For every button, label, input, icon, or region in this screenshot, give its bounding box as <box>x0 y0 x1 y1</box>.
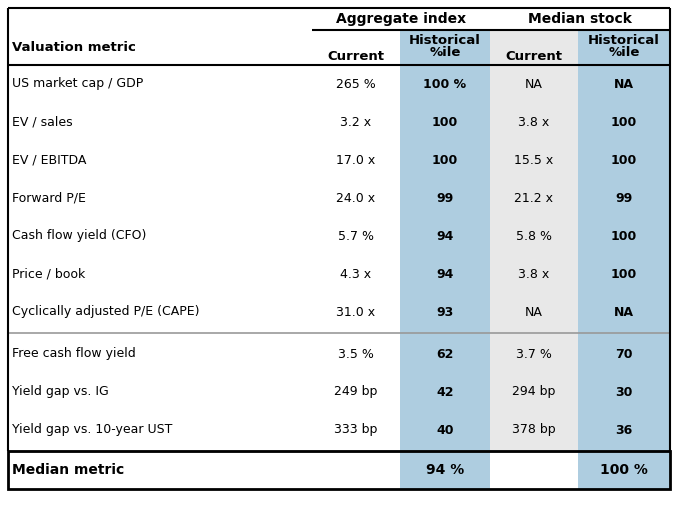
Text: Current: Current <box>327 50 384 64</box>
Text: 3.2 x: 3.2 x <box>340 116 372 128</box>
Text: Valuation metric: Valuation metric <box>12 41 136 54</box>
Text: US market cap / GDP: US market cap / GDP <box>12 78 143 90</box>
Text: Forward P/E: Forward P/E <box>12 192 86 205</box>
Text: 99: 99 <box>616 192 633 205</box>
Text: 62: 62 <box>437 347 454 360</box>
Text: 5.7 %: 5.7 % <box>338 229 374 243</box>
Text: 100: 100 <box>611 154 637 167</box>
Text: Aggregate index: Aggregate index <box>336 12 466 26</box>
Text: 30: 30 <box>616 386 633 398</box>
Text: 94: 94 <box>437 229 454 243</box>
Text: Median metric: Median metric <box>12 463 124 477</box>
Text: NA: NA <box>614 305 634 319</box>
Text: 3.8 x: 3.8 x <box>519 116 550 128</box>
Bar <box>400 451 490 489</box>
Text: 100: 100 <box>611 267 637 281</box>
Text: 100: 100 <box>432 116 458 128</box>
Text: 24.0 x: 24.0 x <box>336 192 376 205</box>
Text: 100: 100 <box>432 154 458 167</box>
Text: 15.5 x: 15.5 x <box>515 154 554 167</box>
Text: 3.7 %: 3.7 % <box>516 347 552 360</box>
Text: 100: 100 <box>611 116 637 128</box>
Text: Price / book: Price / book <box>12 267 85 281</box>
Text: NA: NA <box>614 78 634 90</box>
Text: EV / sales: EV / sales <box>12 116 73 128</box>
Text: 100 %: 100 % <box>600 463 648 477</box>
Text: 99: 99 <box>437 192 454 205</box>
Text: 294 bp: 294 bp <box>513 386 556 398</box>
Text: 333 bp: 333 bp <box>334 424 378 436</box>
Text: Current: Current <box>506 50 563 64</box>
Text: Free cash flow yield: Free cash flow yield <box>12 347 136 360</box>
Text: 265 %: 265 % <box>336 78 376 90</box>
Text: Historical: Historical <box>409 33 481 46</box>
Text: 100 %: 100 % <box>424 78 466 90</box>
Text: 3.5 %: 3.5 % <box>338 347 374 360</box>
Bar <box>578 451 670 489</box>
Text: 4.3 x: 4.3 x <box>340 267 372 281</box>
Text: 36: 36 <box>616 424 633 436</box>
Text: 3.8 x: 3.8 x <box>519 267 550 281</box>
Bar <box>578 30 670 489</box>
Text: 100: 100 <box>611 229 637 243</box>
Bar <box>8 451 670 489</box>
Text: Cash flow yield (CFO): Cash flow yield (CFO) <box>12 229 146 243</box>
Bar <box>400 30 490 489</box>
Text: NA: NA <box>525 305 543 319</box>
Text: Historical: Historical <box>588 33 660 46</box>
Text: Yield gap vs. 10-year UST: Yield gap vs. 10-year UST <box>12 424 172 436</box>
Text: 21.2 x: 21.2 x <box>515 192 553 205</box>
Text: 40: 40 <box>436 424 454 436</box>
Bar <box>490 30 670 451</box>
Text: %ile: %ile <box>429 46 460 59</box>
Text: 31.0 x: 31.0 x <box>336 305 376 319</box>
Text: %ile: %ile <box>608 46 639 59</box>
Text: Cyclically adjusted P/E (CAPE): Cyclically adjusted P/E (CAPE) <box>12 305 199 319</box>
Text: 93: 93 <box>437 305 454 319</box>
Text: 249 bp: 249 bp <box>334 386 378 398</box>
Text: 42: 42 <box>436 386 454 398</box>
Text: 378 bp: 378 bp <box>512 424 556 436</box>
Text: Median stock: Median stock <box>528 12 632 26</box>
Text: 70: 70 <box>615 347 633 360</box>
Text: Yield gap vs. IG: Yield gap vs. IG <box>12 386 108 398</box>
Text: NA: NA <box>525 78 543 90</box>
Text: 94 %: 94 % <box>426 463 464 477</box>
Text: 17.0 x: 17.0 x <box>336 154 376 167</box>
Text: EV / EBITDA: EV / EBITDA <box>12 154 86 167</box>
Text: 5.8 %: 5.8 % <box>516 229 552 243</box>
Bar <box>8 451 670 489</box>
Text: 94: 94 <box>437 267 454 281</box>
